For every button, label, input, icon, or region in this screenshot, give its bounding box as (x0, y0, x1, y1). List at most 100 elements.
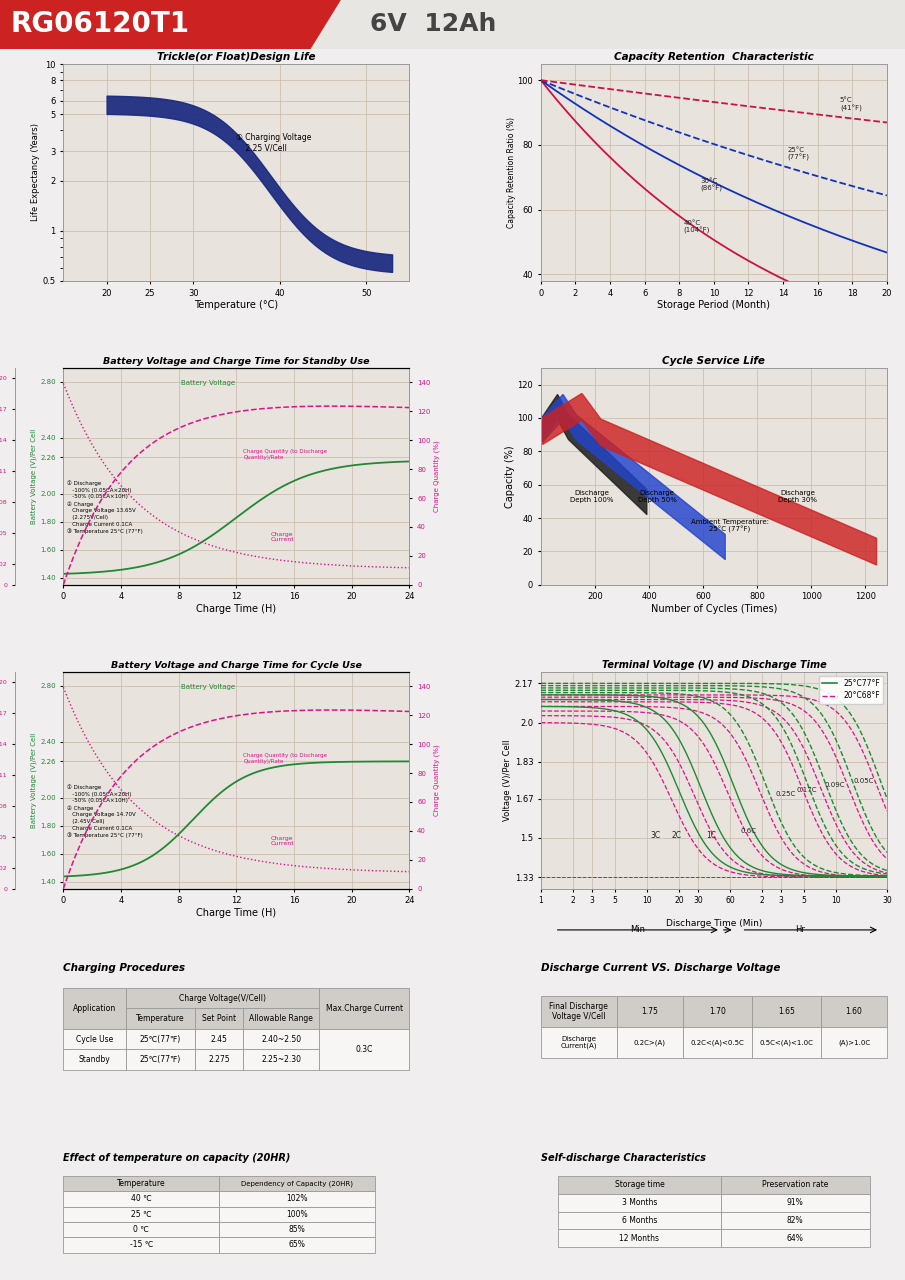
Bar (63, 1207, 219, 1222)
Title: Cycle Service Life: Cycle Service Life (662, 356, 766, 366)
Bar (63, 1222, 219, 1238)
Bar (558, 1212, 720, 1229)
Y-axis label: Life Expectancy (Years): Life Expectancy (Years) (31, 123, 40, 221)
Y-axis label: Capacity Retention Ratio (%): Capacity Retention Ratio (%) (507, 116, 516, 228)
Y-axis label: Charge Quantity (%): Charge Quantity (%) (433, 440, 440, 512)
Bar (821, 1027, 887, 1057)
Text: 65%: 65% (289, 1240, 305, 1249)
Text: Min: Min (630, 925, 645, 934)
Text: 12 Months: 12 Months (620, 1234, 660, 1243)
Text: 2.275: 2.275 (208, 1055, 230, 1064)
Text: Charge Voltage(V/Cell): Charge Voltage(V/Cell) (179, 993, 266, 1002)
Text: 0.5C<(A)<1.0C: 0.5C<(A)<1.0C (759, 1039, 814, 1046)
Text: Preservation rate: Preservation rate (762, 1180, 828, 1189)
Text: 102%: 102% (286, 1194, 308, 1203)
Title: Battery Voltage and Charge Time for Standby Use: Battery Voltage and Charge Time for Stan… (103, 357, 369, 366)
Bar (195, 1029, 243, 1050)
Text: Dependency of Capacity (20HR): Dependency of Capacity (20HR) (241, 1180, 353, 1187)
Text: 0.3C: 0.3C (356, 1044, 373, 1053)
Text: 25℃(77℉): 25℃(77℉) (139, 1034, 181, 1043)
Bar (219, 1192, 375, 1207)
X-axis label: Charge Time (H): Charge Time (H) (196, 908, 276, 918)
Bar (195, 1009, 243, 1029)
Bar (720, 1194, 870, 1212)
Bar (195, 1050, 243, 1070)
Bar (752, 996, 821, 1027)
Bar (243, 1050, 319, 1070)
Text: Max.Charge Current: Max.Charge Current (326, 1004, 403, 1012)
Legend: 25°C77°F, 20°C68°F: 25°C77°F, 20°C68°F (819, 676, 883, 704)
Text: 0.09C: 0.09C (824, 782, 845, 788)
Bar (63, 988, 126, 1029)
X-axis label: Number of Cycles (Times): Number of Cycles (Times) (651, 604, 777, 614)
Text: Charge Quantity (to Discharge
Quantity)/Rate: Charge Quantity (to Discharge Quantity)/… (243, 753, 328, 764)
Bar (63, 1050, 126, 1070)
Text: 64%: 64% (786, 1234, 804, 1243)
Text: Hr: Hr (795, 925, 805, 934)
Text: 2.25~2.30: 2.25~2.30 (262, 1055, 301, 1064)
Text: 25°C
(77°F): 25°C (77°F) (787, 147, 810, 161)
Text: Allowable Range: Allowable Range (250, 1014, 313, 1023)
Bar (219, 1207, 375, 1222)
Text: Discharge Time (Min): Discharge Time (Min) (666, 919, 762, 928)
Text: Temperature: Temperature (117, 1179, 166, 1188)
Bar (63, 1029, 126, 1050)
Text: RG06120T1: RG06120T1 (10, 10, 189, 38)
Bar (319, 1029, 409, 1070)
Bar (219, 1176, 375, 1192)
Bar (558, 1229, 720, 1247)
Text: 6 Months: 6 Months (622, 1216, 657, 1225)
Text: ① Charging Voltage
    2.25 V/Cell: ① Charging Voltage 2.25 V/Cell (236, 133, 311, 152)
Text: Ambient Temperature:
25°C (77°F): Ambient Temperature: 25°C (77°F) (691, 518, 769, 532)
Text: 91%: 91% (786, 1198, 804, 1207)
Text: 30°C
(86°F): 30°C (86°F) (700, 178, 723, 192)
Text: ① Discharge
   -100% (0.05CA×20H)
   -50% (0.05CA×10H)
② Charge
   Charge Voltag: ① Discharge -100% (0.05CA×20H) -50% (0.0… (67, 481, 143, 534)
Text: Discharge
Depth 50%: Discharge Depth 50% (638, 490, 677, 503)
Text: 0.17C: 0.17C (797, 787, 817, 792)
Text: Charge
Current: Charge Current (271, 836, 295, 846)
Text: 0.25C: 0.25C (776, 791, 795, 797)
Text: 0.2C<(A)<0.5C: 0.2C<(A)<0.5C (691, 1039, 744, 1046)
Bar (617, 1027, 682, 1057)
Y-axis label: Capacity (%): Capacity (%) (505, 445, 515, 508)
Text: 3C: 3C (651, 831, 661, 840)
Text: 1.70: 1.70 (709, 1007, 726, 1016)
Text: 25℃(77℉): 25℃(77℉) (139, 1055, 181, 1064)
Bar (219, 1238, 375, 1253)
Text: 82%: 82% (786, 1216, 804, 1225)
Text: -15 ℃: -15 ℃ (129, 1240, 153, 1249)
Text: 40°C
(104°F): 40°C (104°F) (683, 220, 710, 234)
Y-axis label: Battery Voltage (V)/Per Cell: Battery Voltage (V)/Per Cell (31, 732, 37, 828)
X-axis label: Storage Period (Month): Storage Period (Month) (657, 301, 770, 310)
Text: Self-discharge Characteristics: Self-discharge Characteristics (541, 1153, 706, 1164)
Bar (752, 1027, 821, 1057)
Text: Discharge
Depth 100%: Discharge Depth 100% (570, 490, 614, 503)
Bar (720, 1212, 870, 1229)
Text: Application: Application (73, 1004, 116, 1012)
Bar (617, 996, 682, 1027)
Text: Battery Voltage: Battery Voltage (181, 380, 235, 387)
Text: 0.2C>(A): 0.2C>(A) (634, 1039, 666, 1046)
Text: 3 Months: 3 Months (622, 1198, 657, 1207)
Text: 0 ℃: 0 ℃ (133, 1225, 149, 1234)
Text: Standby: Standby (79, 1055, 110, 1064)
Bar (126, 1029, 195, 1050)
X-axis label: Temperature (°C): Temperature (°C) (195, 301, 279, 310)
Bar (558, 1194, 720, 1212)
Bar (720, 1176, 870, 1194)
Text: 2.45: 2.45 (211, 1034, 227, 1043)
Bar (558, 1176, 720, 1194)
Title: Terminal Voltage (V) and Discharge Time: Terminal Voltage (V) and Discharge Time (602, 659, 826, 669)
Bar (682, 996, 752, 1027)
Bar (243, 1029, 319, 1050)
Bar (126, 1050, 195, 1070)
Text: 0.05C: 0.05C (854, 777, 874, 783)
Text: Effect of temperature on capacity (20HR): Effect of temperature on capacity (20HR) (63, 1153, 291, 1164)
Text: 6V  12Ah: 6V 12Ah (370, 13, 496, 36)
Text: Temperature: Temperature (136, 1014, 185, 1023)
Bar (63, 1176, 219, 1192)
Bar (319, 988, 409, 1029)
Title: Trickle(or Float)Design Life: Trickle(or Float)Design Life (157, 51, 316, 61)
Y-axis label: Charge Quantity (%): Charge Quantity (%) (433, 745, 440, 817)
Text: 1C: 1C (706, 831, 716, 840)
